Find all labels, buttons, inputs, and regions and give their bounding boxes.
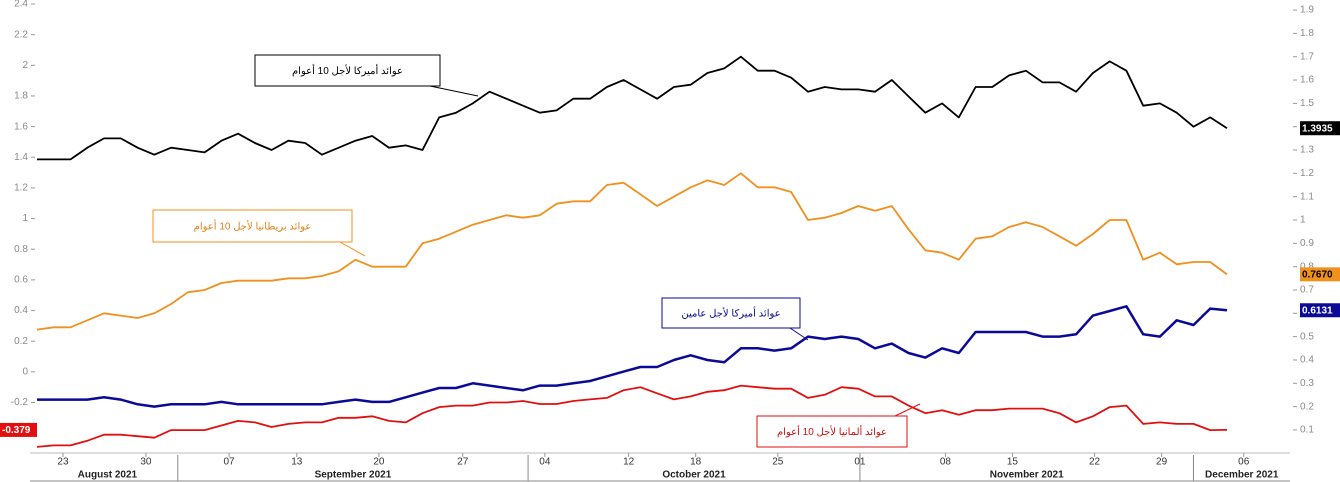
y-tick-label: 1.8	[14, 91, 28, 102]
y2-tick-label: 0.1	[1300, 425, 1314, 436]
legend-label: عوائد أميركا لأجل عامين	[681, 307, 780, 320]
month-label: September 2021	[315, 470, 392, 481]
y2-tick-label: 0.7	[1300, 285, 1314, 296]
legend-label: عوائد بريطانيا لأجل 10 أعوام	[194, 220, 312, 233]
legend-label: عوائد أميركا لأجل 10 أعوام	[292, 64, 403, 77]
y-tick-label: 2	[22, 60, 28, 71]
end-value-box	[1300, 267, 1340, 282]
series-line	[37, 305, 1228, 408]
callout-leader	[789, 327, 809, 341]
end-value-label: 0.7670	[1302, 269, 1333, 280]
end-value-box	[0, 422, 37, 437]
x-tick-label: 12	[623, 457, 635, 468]
series-line	[36, 172, 1228, 331]
x-tick-label: 04	[539, 457, 551, 468]
x-tick-label: 13	[291, 457, 303, 468]
series-line	[37, 55, 1228, 161]
callout-leader	[429, 85, 479, 97]
y2-tick-label: 1.2	[1300, 168, 1314, 179]
x-tick-label: 20	[373, 457, 385, 468]
x-tick-label: 27	[457, 457, 469, 468]
y2-tick-label: 1.9	[1300, 5, 1314, 16]
y-tick-label: 1	[22, 213, 28, 224]
y-tick-label: 0.4	[14, 305, 28, 316]
y2-tick-label: 0.5	[1300, 331, 1314, 342]
y2-tick-label: 0.4	[1300, 355, 1314, 366]
x-tick-label: 06	[1238, 457, 1250, 468]
callout-box	[254, 54, 441, 87]
callout-box	[756, 415, 908, 448]
month-label: November 2021	[990, 470, 1064, 481]
x-tick-label: 15	[1007, 457, 1019, 468]
y-tick-label: 0.6	[14, 275, 28, 286]
end-value-box	[1300, 303, 1340, 318]
y2-tick-label: 1.8	[1300, 28, 1314, 39]
y2-tick-label: 0.2	[1300, 401, 1314, 412]
x-tick-label: 18	[690, 457, 702, 468]
x-tick-label: 08	[940, 457, 952, 468]
y2-tick-label: 1.7	[1300, 51, 1314, 62]
y2-tick-label: 0.8	[1300, 261, 1314, 272]
x-tick-label: 22	[1089, 457, 1101, 468]
x-tick-label: 23	[57, 457, 69, 468]
y2-tick-label: 0.9	[1300, 238, 1314, 249]
series-line	[36, 384, 1228, 448]
callout-box	[661, 297, 801, 329]
legend-label: عوائد ألمانيا لأجل 10 أعوام	[777, 425, 887, 438]
y2-tick-label: 0.3	[1300, 378, 1314, 389]
y2-tick-label: 1.5	[1300, 98, 1314, 109]
y-tick-label: 1.6	[14, 121, 28, 132]
y-tick-label: 0	[22, 366, 28, 377]
month-label: December 2021	[1205, 470, 1279, 481]
y-tick-label: 1.4	[14, 152, 28, 163]
callout-leader	[894, 403, 921, 417]
x-tick-label: 29	[1156, 457, 1168, 468]
y-tick-label: 1.2	[14, 183, 28, 194]
callout-leader	[339, 241, 366, 257]
y2-tick-label: 1.6	[1300, 75, 1314, 86]
end-value-label: 0.6131	[1302, 305, 1333, 316]
y-tick-label: 0.8	[14, 244, 28, 255]
y2-tick-label: 1.1	[1300, 191, 1314, 202]
y-tick-label: 0.2	[14, 336, 28, 347]
y2-tick-label: 1.3	[1300, 145, 1314, 156]
y-tick-label: 2.4	[14, 0, 28, 10]
end-value-box	[1300, 121, 1340, 136]
y-tick-label: 2.2	[14, 29, 28, 40]
y2-tick-label: 1	[1300, 215, 1306, 226]
month-label: August 2021	[78, 470, 138, 481]
end-value-label: 1.3935	[1302, 123, 1333, 134]
x-tick-label: 25	[772, 457, 784, 468]
callout-box	[152, 209, 353, 243]
x-tick-label: 07	[224, 457, 236, 468]
month-label: October 2021	[662, 470, 726, 481]
x-tick-label: 30	[140, 457, 152, 468]
end-value-label: -0.379	[2, 425, 31, 436]
y-tick-label: -0.2	[11, 397, 29, 408]
